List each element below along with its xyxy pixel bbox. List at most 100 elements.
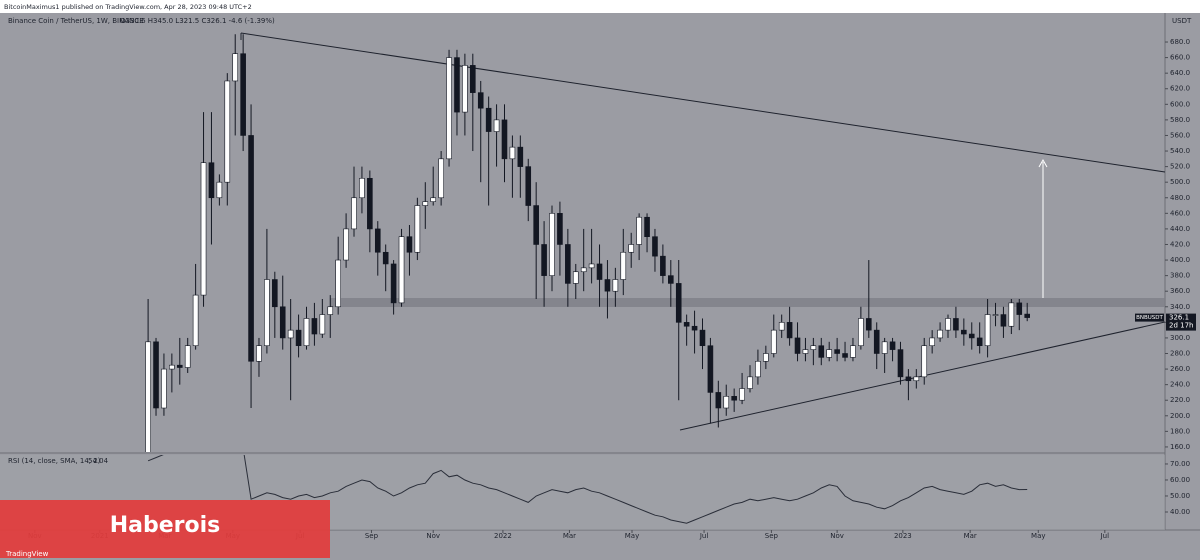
candle-body: [668, 275, 674, 284]
candle-body: [390, 263, 397, 304]
candle-body: [169, 364, 175, 370]
candle-body: [319, 314, 326, 335]
candle-body: [422, 201, 429, 206]
candle-body: [707, 345, 714, 393]
candle-body: [628, 244, 635, 253]
rsi-title: RSI (14, close, SMA, 14, 2): [8, 457, 101, 465]
candle-body: [327, 306, 334, 315]
candle-body: [240, 53, 246, 136]
candle-body: [335, 259, 341, 308]
candle-body: [755, 360, 761, 378]
y-tick-label: 420.0: [1170, 240, 1190, 248]
candle-body: [612, 279, 619, 292]
candle-body: [644, 216, 650, 237]
candle-body: [683, 322, 690, 327]
y-tick-label: 440.0: [1170, 225, 1190, 233]
candle-body: [802, 349, 809, 354]
y-tick-label: 70.00: [1170, 460, 1190, 468]
upper-trendline: [240, 32, 1165, 173]
candle-body: [675, 283, 682, 323]
x-tick-label: Sep: [365, 532, 379, 540]
candle-body: [438, 158, 444, 199]
ohlc-legend: O330.6 H345.0 L321.5 C326.1 -4.6 (-1.39%…: [120, 17, 275, 25]
y-tick-label: 660.0: [1170, 54, 1190, 62]
candle-body: [739, 388, 745, 401]
candle-body: [905, 376, 912, 382]
target-arrowhead: [1038, 158, 1048, 168]
candle-body: [810, 345, 817, 350]
countdown-label: 2d 17h: [1169, 322, 1193, 330]
candle-body: [921, 345, 928, 378]
candle-body: [184, 345, 191, 368]
rsi-line: [147, 455, 1028, 524]
y-tick-label: 40.00: [1170, 508, 1190, 516]
candle-body: [359, 177, 365, 199]
y-tick-label: 540.0: [1170, 147, 1190, 155]
rsi-value-label: 54.04: [88, 457, 109, 465]
candle-body: [596, 263, 603, 280]
candle-body: [493, 119, 500, 132]
symbol-title: Binance Coin / TetherUS, 1W, BINANCE: [8, 17, 144, 25]
watermark-banner: Haberois: [0, 500, 330, 558]
y-tick-label: 60.00: [1170, 476, 1190, 484]
x-tick-label: Jul: [1100, 532, 1110, 540]
y-tick-label: 620.0: [1170, 85, 1190, 93]
y-tick-label: 200.0: [1170, 412, 1190, 420]
candle-body: [620, 251, 627, 280]
candle-body: [976, 337, 983, 347]
candle-body: [984, 314, 991, 347]
candle-body: [1000, 314, 1007, 327]
candle-body: [311, 318, 318, 335]
candle-body: [763, 353, 769, 362]
x-tick-label: Mar: [563, 532, 576, 540]
x-tick-label: Jul: [699, 532, 709, 540]
watermark-text: Haberois: [109, 513, 221, 538]
candle-body: [834, 349, 840, 354]
candle-body: [992, 314, 999, 316]
candle-body: [953, 318, 959, 331]
candle-body: [200, 162, 207, 296]
candle-body: [937, 329, 943, 339]
candle-body: [470, 65, 476, 93]
y-tick-label: 520.0: [1170, 163, 1190, 171]
candle-body: [517, 146, 524, 167]
candle-body: [770, 329, 777, 354]
candle-body: [778, 322, 785, 331]
footer-logo: TradingView: [6, 550, 49, 558]
candle-body: [604, 279, 611, 292]
candle-body: [509, 146, 516, 160]
y-tick-label: 560.0: [1170, 131, 1190, 139]
candle-body: [1024, 313, 1030, 318]
x-tick-label: Nov: [830, 532, 844, 540]
candle-body: [256, 345, 262, 362]
candle-body: [367, 177, 373, 230]
candle-body: [580, 267, 587, 273]
candle-body: [549, 213, 555, 276]
y-tick-label: 50.00: [1170, 492, 1190, 500]
y-tick-label: 400.0: [1170, 256, 1190, 264]
candle-body: [462, 65, 468, 113]
y-tick-label: 680.0: [1170, 38, 1190, 46]
y-tick-label: 180.0: [1170, 427, 1190, 435]
candle-body: [588, 263, 595, 269]
candle-body: [287, 329, 294, 339]
candle-body: [968, 333, 975, 339]
candle-body: [961, 329, 967, 335]
candle-body: [279, 306, 286, 339]
candle-body: [430, 197, 437, 202]
candle-body: [572, 271, 579, 284]
top-bar: [0, 0, 1200, 13]
resistance-zone: [330, 298, 1165, 307]
candle-body: [303, 318, 310, 347]
candle-body: [866, 318, 872, 331]
candle-body: [826, 349, 833, 358]
candle-body: [382, 251, 389, 265]
x-tick-label: Sep: [765, 532, 779, 540]
y-tick-label: 300.0: [1170, 334, 1190, 342]
candle-body: [636, 216, 642, 245]
candle-body: [557, 213, 563, 245]
price-tag-label: 326.1: [1169, 314, 1189, 322]
y-tick-label: 240.0: [1170, 381, 1190, 389]
